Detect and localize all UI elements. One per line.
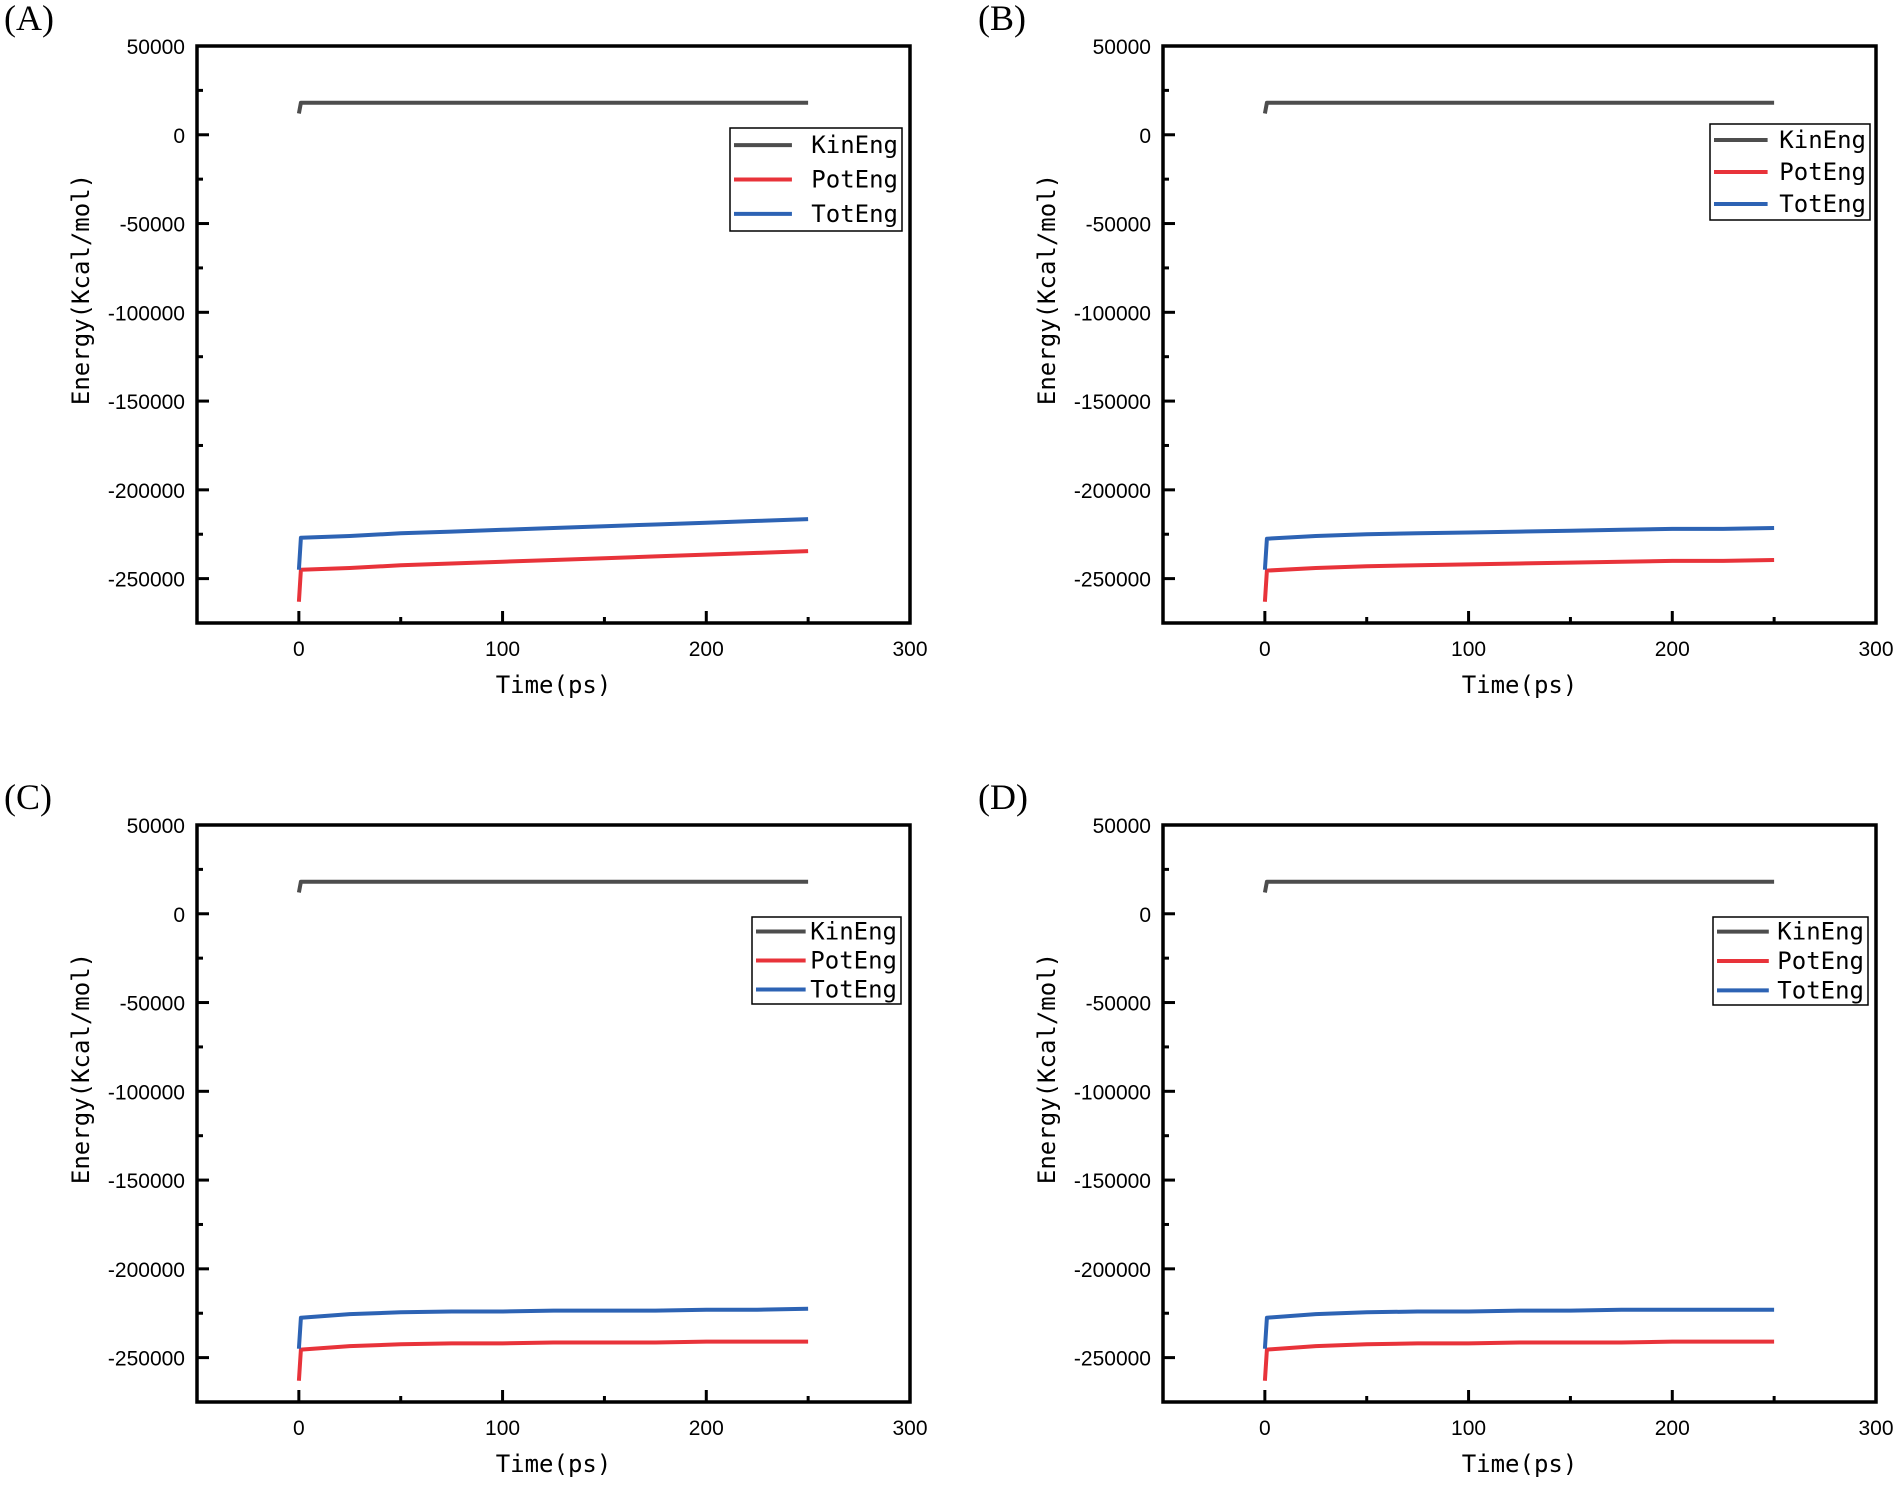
panel-b: (B) 0 100 200 300 50000 0 -50000 -100000 -150000 -… — [978, 0, 1894, 699]
series-line-poteng — [1262, 558, 1775, 602]
panel-label: (C) — [4, 777, 52, 817]
series-line-toteng — [296, 1306, 809, 1349]
legend-label: KinEng — [811, 131, 898, 159]
panel-label: (A) — [4, 0, 54, 38]
series-line-kineng — [296, 100, 809, 114]
series-line-poteng — [296, 549, 809, 602]
y-tick-label: -200000 — [1074, 480, 1151, 503]
series-line-toteng — [1262, 526, 1775, 570]
plot-frame — [195, 823, 912, 1404]
series-line-kineng — [296, 879, 809, 893]
y-tick-label: 0 — [1139, 125, 1151, 148]
series-line-kineng — [1262, 100, 1775, 114]
legend-label: PotEng — [1777, 947, 1864, 975]
x-tick-label: 0 — [293, 638, 305, 661]
x-tick-label: 200 — [1655, 1417, 1690, 1440]
plot-frame — [195, 44, 912, 625]
panel-a: (A) 0 100 200 300 50000 0 -50000 -100000 -150000 -… — [4, 0, 928, 699]
y-axis-title: Energy(Kcal/mol) — [67, 174, 95, 405]
x-tick-label: 0 — [1259, 638, 1271, 661]
y-tick-label: -150000 — [108, 1170, 185, 1193]
series-line-kineng — [1262, 879, 1775, 893]
legend-label: PotEng — [811, 166, 898, 194]
y-tick-label: -250000 — [108, 1348, 185, 1371]
plot-frame — [1161, 44, 1878, 625]
y-tick-label: -200000 — [1074, 1259, 1151, 1282]
y-tick-label: -150000 — [1074, 1170, 1151, 1193]
x-tick-label: 300 — [1858, 638, 1893, 661]
y-tick-label: 50000 — [127, 815, 185, 838]
x-tick-label: 200 — [689, 638, 724, 661]
x-tick-label: 0 — [293, 1417, 305, 1440]
x-axis-title: Time(ps) — [1462, 1450, 1578, 1478]
y-axis-title: Energy(Kcal/mol) — [1033, 174, 1061, 405]
panel-d: (D) 0 100 200 300 50000 0 -50000 -100000 -150000 -… — [978, 777, 1894, 1478]
legend: KinEng PotEng TotEng — [729, 127, 903, 232]
legend-label: PotEng — [810, 947, 897, 975]
y-tick-label: 50000 — [1093, 815, 1151, 838]
series-line-poteng — [296, 1339, 809, 1381]
legend-label: KinEng — [810, 918, 897, 946]
y-tick-label: -250000 — [1074, 569, 1151, 592]
panel-c: (C) 0 100 200 300 50000 0 -50000 -100000 -150000 -… — [4, 777, 928, 1478]
legend-label: TotEng — [810, 976, 897, 1004]
x-tick-label: 100 — [485, 1417, 520, 1440]
y-tick-label: -100000 — [1074, 302, 1151, 325]
plot-frame — [1161, 823, 1878, 1404]
y-tick-label: -50000 — [120, 214, 185, 237]
legend: KinEng PotEng TotEng — [1709, 123, 1871, 221]
y-tick-label: -100000 — [1074, 1081, 1151, 1104]
y-tick-label: -50000 — [120, 993, 185, 1016]
x-axis-title: Time(ps) — [1462, 671, 1578, 699]
y-axis-title: Energy(Kcal/mol) — [67, 953, 95, 1184]
x-tick-label: 100 — [485, 638, 520, 661]
y-tick-label: 0 — [173, 904, 185, 927]
x-tick-label: 200 — [1655, 638, 1690, 661]
x-tick-label: 300 — [1858, 1417, 1893, 1440]
series-line-toteng — [1262, 1307, 1775, 1349]
y-tick-label: -150000 — [108, 391, 185, 414]
x-axis-title: Time(ps) — [496, 1450, 612, 1478]
y-tick-label: 0 — [1139, 904, 1151, 927]
series-line-poteng — [1262, 1339, 1775, 1381]
y-tick-label: -100000 — [108, 1081, 185, 1104]
x-tick-label: 100 — [1451, 1417, 1486, 1440]
x-tick-label: 0 — [1259, 1417, 1271, 1440]
y-tick-label: -150000 — [1074, 391, 1151, 414]
x-tick-label: 300 — [892, 638, 927, 661]
y-tick-label: 0 — [173, 125, 185, 148]
y-tick-label: -250000 — [1074, 1348, 1151, 1371]
legend-label: TotEng — [1777, 976, 1864, 1004]
legend-label: TotEng — [1779, 190, 1866, 218]
y-tick-label: -250000 — [108, 569, 185, 592]
y-tick-label: -50000 — [1086, 214, 1151, 237]
y-tick-label: -200000 — [108, 480, 185, 503]
x-axis-title: Time(ps) — [496, 671, 612, 699]
y-axis-title: Energy(Kcal/mol) — [1033, 953, 1061, 1184]
legend-label: PotEng — [1779, 158, 1866, 186]
y-tick-label: -50000 — [1086, 993, 1151, 1016]
x-tick-label: 200 — [689, 1417, 724, 1440]
y-tick-label: 50000 — [127, 36, 185, 59]
legend-label: KinEng — [1777, 918, 1864, 946]
y-tick-label: -200000 — [108, 1259, 185, 1282]
x-tick-label: 100 — [1451, 638, 1486, 661]
panel-label: (D) — [978, 777, 1028, 817]
panel-label: (B) — [978, 0, 1026, 38]
y-tick-label: 50000 — [1093, 36, 1151, 59]
x-tick-label: 300 — [892, 1417, 927, 1440]
series-line-toteng — [296, 517, 809, 570]
y-tick-label: -100000 — [108, 302, 185, 325]
legend-label: KinEng — [1779, 126, 1866, 154]
legend-label: TotEng — [811, 200, 898, 228]
